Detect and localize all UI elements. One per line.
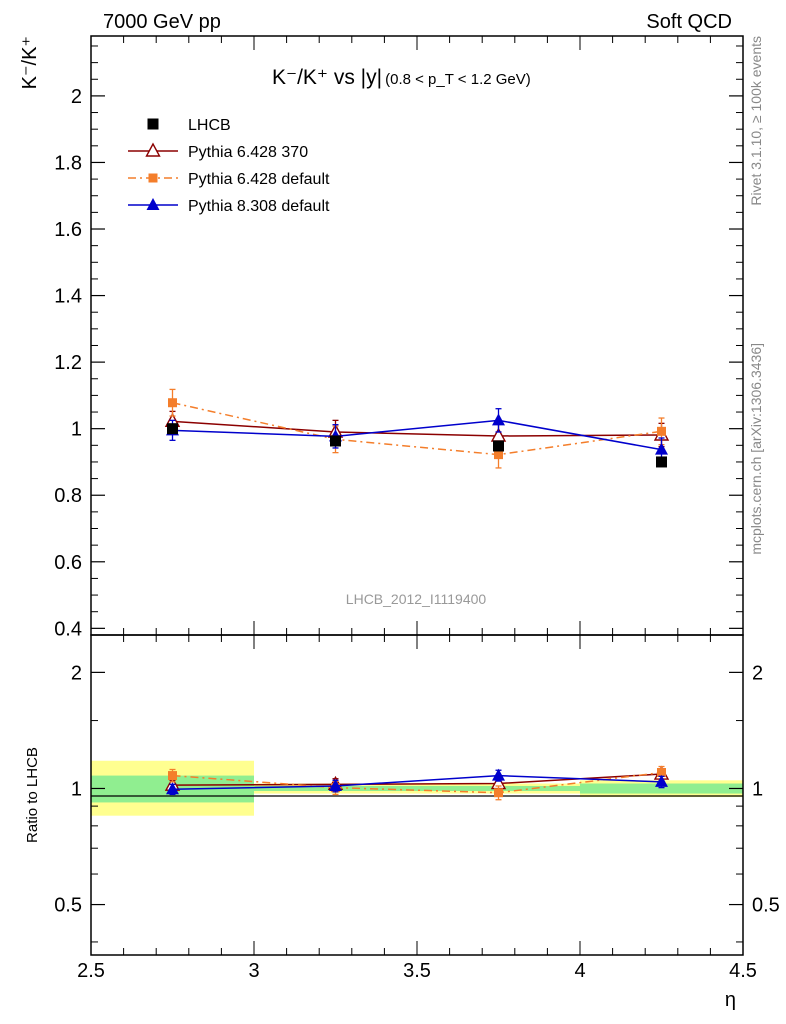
series-line [172,774,662,791]
ratio-y-axis-label: Ratio to LHCB [24,747,41,843]
x-tick-label: 4.5 [729,960,757,982]
analysis-watermark: LHCB_2012_I1119400 [346,591,487,607]
legend-label: LHCB [188,117,231,134]
data-point [655,774,668,787]
legend-item-pythia-6-428-default: Pythia 6.428 default [128,171,330,188]
legend-marker [147,118,159,130]
main-series-group [164,388,670,469]
y-tick-label: 1.4 [54,286,82,308]
data-point [657,426,666,436]
series-pythia-6-428-370 [164,410,670,449]
plot-title-main: K⁻/K⁺ vs |y| [272,66,382,89]
plot-title-cut: (0.8 < p_T < 1.2 GeV) [385,71,531,88]
x-tick-label: 3 [248,960,259,982]
side-mcplots-text: mcplots.cern.ch [arXiv:1306.3436] [748,343,764,555]
ratio-band-inner [580,783,743,794]
series-lhcb [167,423,667,468]
header-left: 7000 GeV pp [103,11,221,33]
data-point [329,778,342,791]
y-tick-label: 0.4 [54,618,82,640]
legend-label: Pythia 8.308 default [188,198,330,215]
ratio-series-group [164,765,670,801]
y-tick-label: 0.8 [54,485,82,507]
legend-item-pythia-6-428-370: Pythia 6.428 370 [128,142,308,161]
main-tick-labels: 0.4 0.6 0.8 1 1.2 1.4 1.6 1.8 2 [54,86,82,640]
data-point [657,768,666,778]
ratio-tick-label-left: 2 [71,662,82,684]
legend-marker [146,198,160,210]
ratio-tick-label-left: 1 [71,778,82,800]
y-tick-label: 1.6 [54,219,82,241]
legend-item-lhcb: LHCB [147,117,231,134]
legend-label: Pythia 6.428 default [188,171,330,188]
data-point [655,442,668,455]
ratio-tick-label-left: 0.5 [54,895,82,917]
ratio-tick-label-right: 0.5 [752,895,780,917]
data-point [492,413,505,426]
ratio-tick-label-right: 1 [752,778,763,800]
y-tick-label: 1 [71,419,82,441]
legend: LHCB Pythia 6.428 370 Pythia 6.428 default… [128,117,330,215]
data-point [330,435,341,447]
series-line [172,419,662,451]
data-point [656,456,667,468]
legend-marker [148,173,158,183]
x-tick-label: 2.5 [77,960,105,982]
y-tick-label: 2 [71,86,82,108]
x-axis-label: η [725,989,736,1011]
y-tick-label: 1.2 [54,352,82,374]
legend-marker [145,142,161,157]
data-point [494,788,503,798]
header-right: Soft QCD [646,11,732,33]
x-tick-label: 3.5 [403,960,431,982]
y-tick-label: 0.6 [54,552,82,574]
legend-item-pythia-8-308-default: Pythia 8.308 default [128,198,330,215]
plot-title: K⁻/K⁺ vs |y| (0.8 < p_T < 1.2 GeV) [272,66,531,89]
ratio-uncertainty-bands [91,760,743,816]
data-point [492,768,505,781]
data-point [168,398,177,408]
series-line [172,771,662,794]
data-point [167,423,178,435]
ratio-tick-label-right: 2 [752,662,763,684]
y-tick-label: 1.8 [54,152,82,174]
ratio-tick-labels: 0.5 0.5 1 1 2 2 2.5 3 3.5 4 4.5 [54,662,780,982]
side-rivet-text: Rivet 3.1.10, ≥ 100k events [748,36,764,206]
x-tick-label: 4 [574,960,585,982]
data-point [494,450,503,460]
data-point [493,440,504,452]
data-point [168,771,177,781]
data-point [166,782,179,795]
ratio-plot-frame [90,634,744,956]
y-axis-label: K⁻/K⁺ [19,36,41,89]
main-axis-ticks [90,36,744,635]
legend-label: Pythia 6.428 370 [188,144,308,161]
series-pythia-8-308-default [166,768,668,796]
